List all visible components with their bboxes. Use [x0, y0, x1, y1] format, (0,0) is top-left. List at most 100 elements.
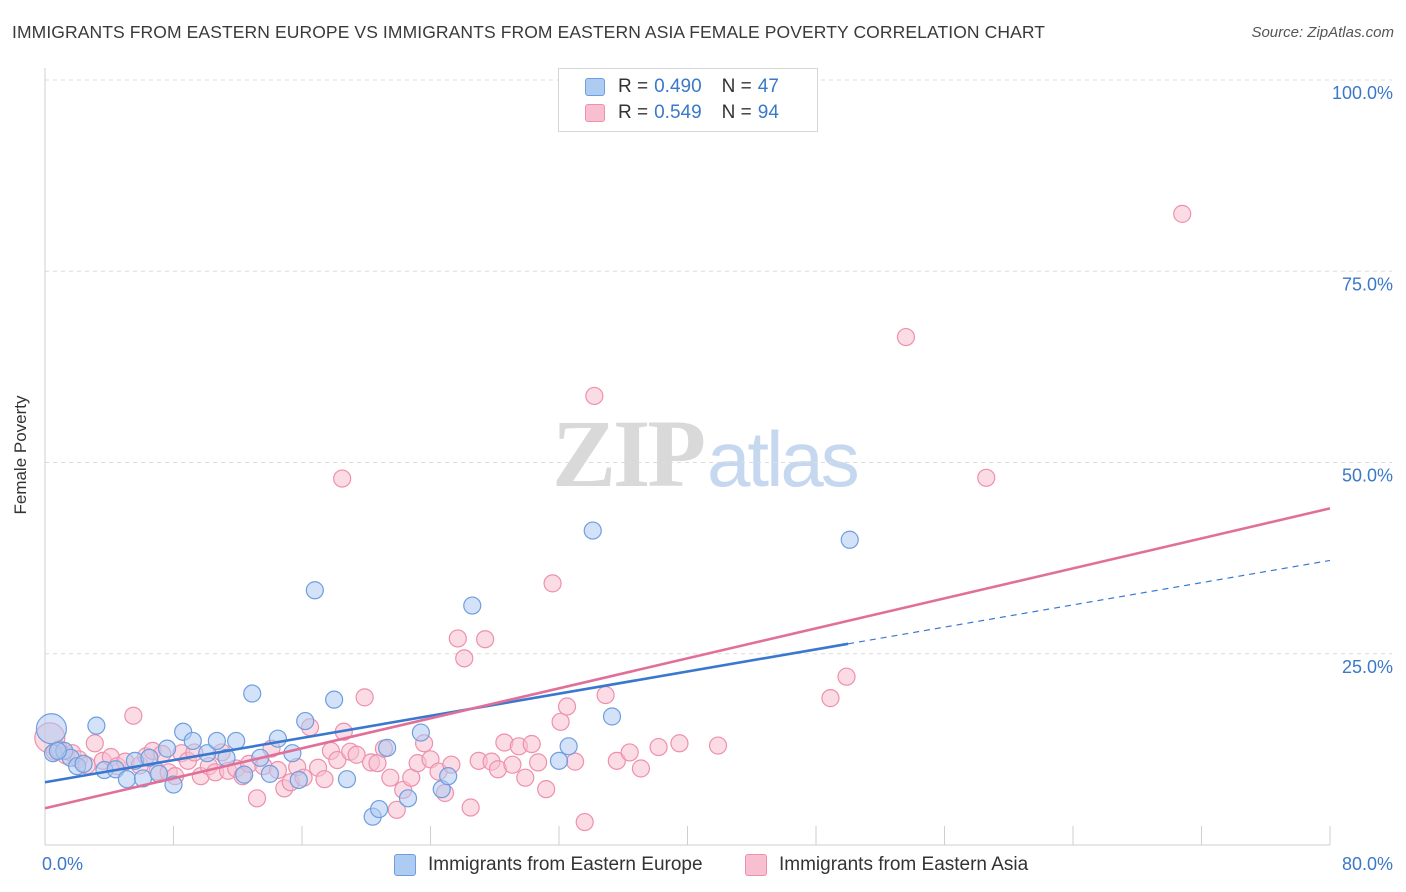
x-tick-label: 0.0% [42, 854, 83, 874]
point-europe [235, 765, 254, 784]
point-asia [543, 574, 562, 593]
point-europe [140, 748, 159, 767]
point-europe [296, 711, 315, 731]
point-asia [649, 737, 668, 757]
point-europe [559, 737, 578, 756]
legend-swatch-pink [585, 104, 605, 122]
point-asia [461, 798, 480, 817]
point-europe [840, 530, 859, 549]
point-asia [355, 688, 374, 707]
point-asia [670, 734, 689, 753]
y-tick-label: 75.0% [1342, 274, 1393, 294]
point-asia [328, 750, 347, 770]
legend-stats-row-asia: R = 0.549 N = 94 [585, 101, 779, 125]
point-asia [575, 812, 594, 832]
legend-label-europe: Immigrants from Eastern Europe [428, 854, 703, 875]
legend-item-europe[interactable]: Immigrants from Eastern Europe [394, 852, 703, 878]
legend-n-label: N = [721, 76, 752, 97]
point-europe [325, 690, 344, 709]
point-asia [247, 789, 267, 808]
y-tick-label: 100.0% [1332, 83, 1393, 103]
point-europe [411, 723, 430, 742]
legend-stats-row-europe: R = 0.490 N = 47 [585, 75, 779, 99]
point-europe [260, 764, 279, 783]
point-europe [74, 754, 93, 774]
legend-r-value: 0.490 [654, 76, 702, 97]
source-label: Source: ZipAtlas.com [1251, 24, 1394, 41]
point-asia [516, 768, 535, 787]
point-europe [35, 713, 68, 745]
point-europe [378, 738, 397, 757]
legend-item-asia[interactable]: Immigrants from Eastern Asia [745, 852, 1028, 878]
point-europe [207, 731, 226, 751]
legend-label-asia: Immigrants from Eastern Asia [779, 854, 1029, 875]
legend-series: Immigrants from Eastern Europe Immigrant… [0, 852, 1406, 878]
legend-r-label: R = [618, 102, 649, 123]
legend-n-value: 94 [757, 102, 779, 123]
watermark: ZIPatlas [552, 398, 860, 509]
point-asia [596, 685, 615, 705]
point-europe [243, 684, 262, 703]
legend-stats: R = 0.490 N = 47 R = 0.549 N = 94 [558, 68, 818, 132]
point-europe [157, 739, 177, 758]
point-europe [183, 731, 202, 751]
point-asia [529, 753, 548, 772]
x-tick-label: 80.0% [1342, 854, 1393, 874]
point-asia [837, 667, 856, 686]
legend-swatch-blue [585, 78, 605, 96]
point-asia [476, 630, 495, 649]
point-asia [585, 386, 604, 406]
legend-r-label: R = [618, 76, 649, 97]
point-asia [455, 649, 474, 668]
point-asia [333, 469, 352, 488]
point-europe [583, 521, 602, 540]
point-europe [117, 770, 137, 789]
point-asia [522, 734, 541, 754]
trend-line-dashed [848, 559, 1331, 645]
point-asia [977, 468, 996, 487]
point-asia [448, 629, 467, 648]
point-europe [305, 581, 324, 600]
point-asia [537, 780, 556, 799]
y-tick-label: 50.0% [1342, 466, 1393, 486]
point-asia [708, 736, 728, 755]
point-europe [289, 770, 308, 790]
point-asia [347, 745, 366, 764]
chart-title: IMMIGRANTS FROM EASTERN EUROPE VS IMMIGR… [12, 22, 1046, 42]
point-asia [565, 752, 585, 771]
point-asia [315, 770, 334, 789]
point-asia [387, 800, 406, 819]
y-tick-label: 25.0% [1342, 657, 1393, 677]
point-asia [557, 697, 577, 716]
point-asia [381, 768, 400, 787]
legend-swatch-blue [394, 854, 416, 876]
point-europe [227, 731, 246, 751]
point-asia [85, 734, 104, 753]
point-europe [87, 716, 106, 735]
point-asia [124, 706, 143, 725]
legend-n-value: 47 [757, 76, 779, 97]
point-asia [821, 689, 840, 708]
point-asia [620, 743, 639, 762]
trend-line-solid [44, 507, 1331, 810]
point-asia [1173, 204, 1192, 223]
point-europe [370, 799, 389, 819]
point-europe [398, 789, 418, 808]
legend-swatch-pink [745, 854, 767, 876]
point-europe [602, 707, 622, 726]
point-asia [503, 755, 522, 774]
point-europe [268, 729, 288, 748]
point-europe [439, 767, 458, 786]
legend-n-label: N = [721, 102, 752, 123]
watermark-atlas: atlas [707, 415, 860, 503]
point-asia [631, 759, 651, 778]
point-asia [551, 712, 570, 731]
trend-line-solid [44, 642, 849, 784]
point-europe [48, 741, 67, 761]
point-asia [896, 327, 916, 347]
point-europe [337, 770, 357, 789]
watermark-zip: ZIP [552, 400, 706, 507]
legend-r-value: 0.549 [654, 102, 702, 123]
point-europe [463, 596, 482, 615]
